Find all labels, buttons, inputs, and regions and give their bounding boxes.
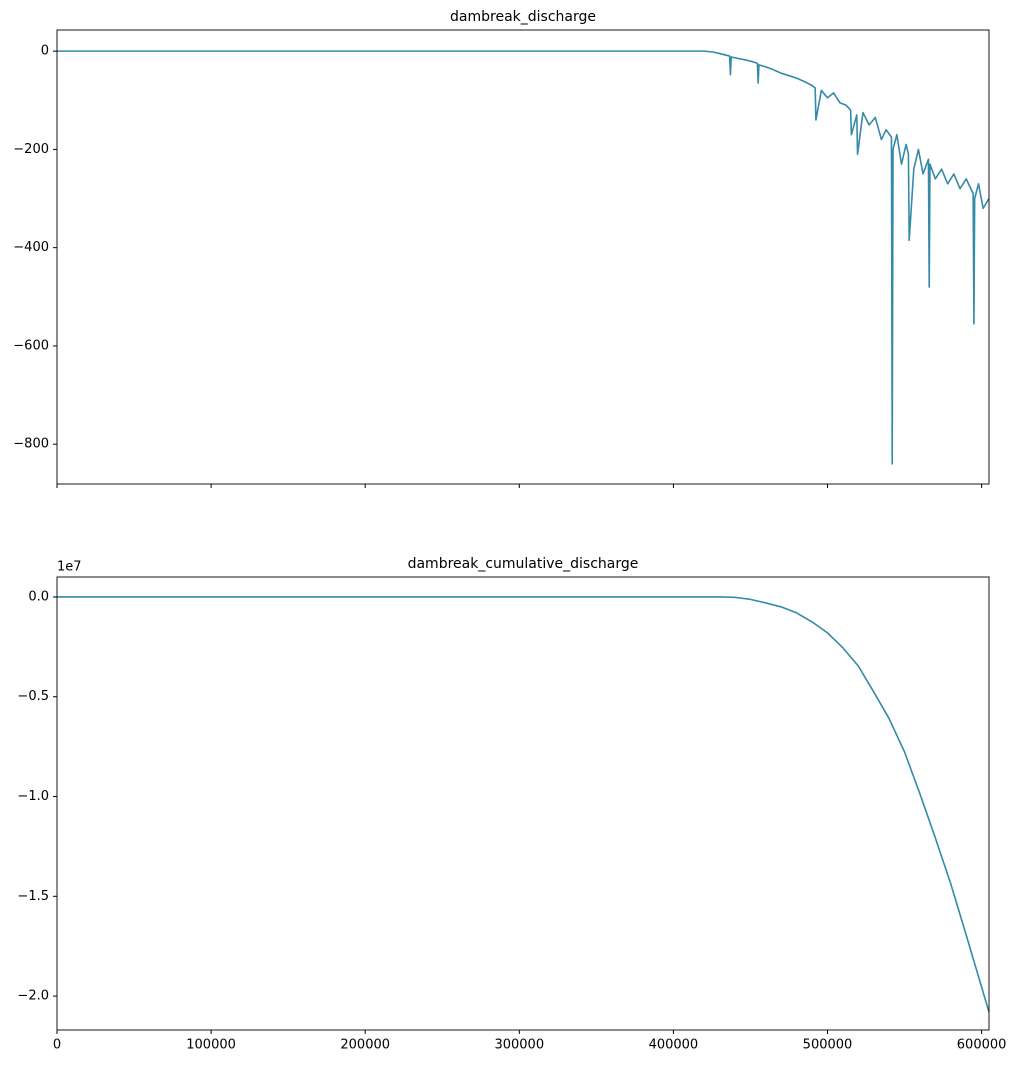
y-tick-label: −2.0	[17, 989, 49, 1004]
data-line	[57, 596, 990, 1013]
y-tick-label: −600	[13, 338, 49, 353]
y-tick-label: −0.5	[17, 689, 49, 704]
y-offset-label: 1e7	[57, 560, 82, 575]
chart-title: dambreak_cumulative_discharge	[408, 556, 639, 572]
y-tick-label: −800	[13, 437, 49, 452]
data-line	[57, 50, 990, 465]
y-tick-label: −1.0	[17, 789, 49, 804]
x-tick-label: 400000	[649, 1038, 699, 1053]
x-tick-label: 200000	[340, 1038, 390, 1053]
y-tick-label: 0	[41, 44, 49, 59]
x-tick-label: 0	[53, 1038, 61, 1053]
axes-frame	[56, 29, 990, 485]
y-tick-label: −400	[13, 240, 49, 255]
x-tick-label: 500000	[803, 1038, 853, 1053]
x-tick-label: 100000	[186, 1038, 236, 1053]
x-tick-label: 600000	[957, 1038, 1007, 1053]
y-tick-label: 0.0	[28, 589, 49, 604]
chart-title: dambreak_discharge	[450, 9, 596, 25]
axes-frame	[56, 576, 990, 1031]
x-tick-label: 300000	[494, 1038, 544, 1053]
y-tick-label: −200	[13, 142, 49, 157]
y-tick-label: −1.5	[17, 889, 49, 904]
